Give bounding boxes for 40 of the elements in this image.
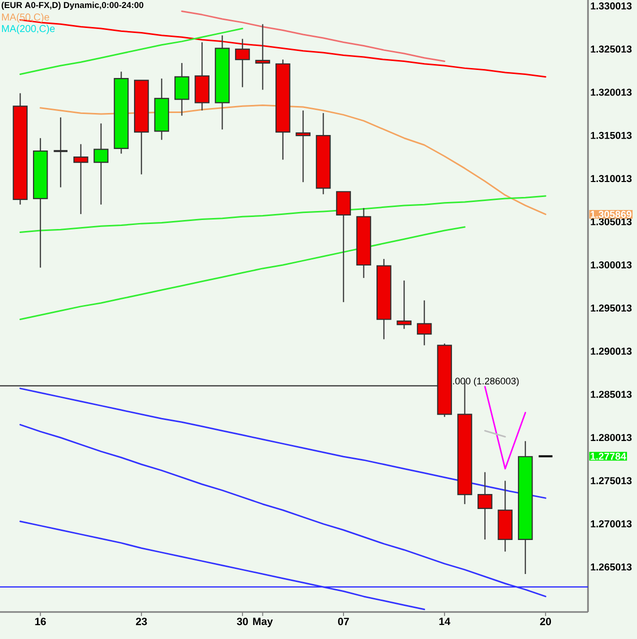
y-tick-label: 1.280013 [590,434,632,442]
y-tick-label: 1.295013 [590,304,632,312]
chart-title: (EUR A0-FX,D) Dynamic,0:00-24:00 [2,2,144,10]
y-tick-label: 1.310013 [590,175,632,182]
candlestick [336,191,351,303]
y-tick-label: 1.325013 [590,46,632,53]
candlestick [73,144,88,215]
candlestick [396,280,412,330]
y-tick-label: 1.315013 [590,132,632,139]
candlestick [255,24,270,90]
candlestick [52,116,68,188]
x-tick-label: 14 [439,618,450,625]
y-tick-label: 1.300013 [590,261,632,268]
y-tick-label: 1.305013 [590,218,632,226]
y-tick-label: 1.270013 [590,520,632,528]
ref-line-label: .000 (1.286003) [453,377,519,386]
x-tick-label: 07 [338,618,349,626]
x-tick-label: May [253,618,273,628]
y-tick-label: 1.285013 [590,390,632,398]
text: MA(50,C)e [2,13,50,23]
x-tick-label: 20 [540,618,551,626]
x-tick-label: 16 [35,618,46,626]
candlestick [94,122,108,206]
text: 1.305869 [590,210,632,218]
candlestick [416,300,432,346]
candlestick [296,110,311,183]
text: 1.27784 [590,452,626,460]
line-series [40,104,546,216]
x-tick-label: 23 [136,618,147,626]
y-tick-label: 1.330013 [590,2,632,10]
y-tick-label: 1.290013 [590,348,632,355]
line-series [181,10,446,62]
y-tick-label: 1.265013 [590,563,632,571]
candlestick [478,472,492,540]
candlestick [174,62,190,116]
y-tick-label: 1.320013 [590,88,632,96]
candlestick [235,38,250,88]
legend-label: MA(200,C)e [2,24,55,34]
y-tick-label: 1.275013 [590,477,632,484]
x-tick-label: 30 [236,618,248,626]
